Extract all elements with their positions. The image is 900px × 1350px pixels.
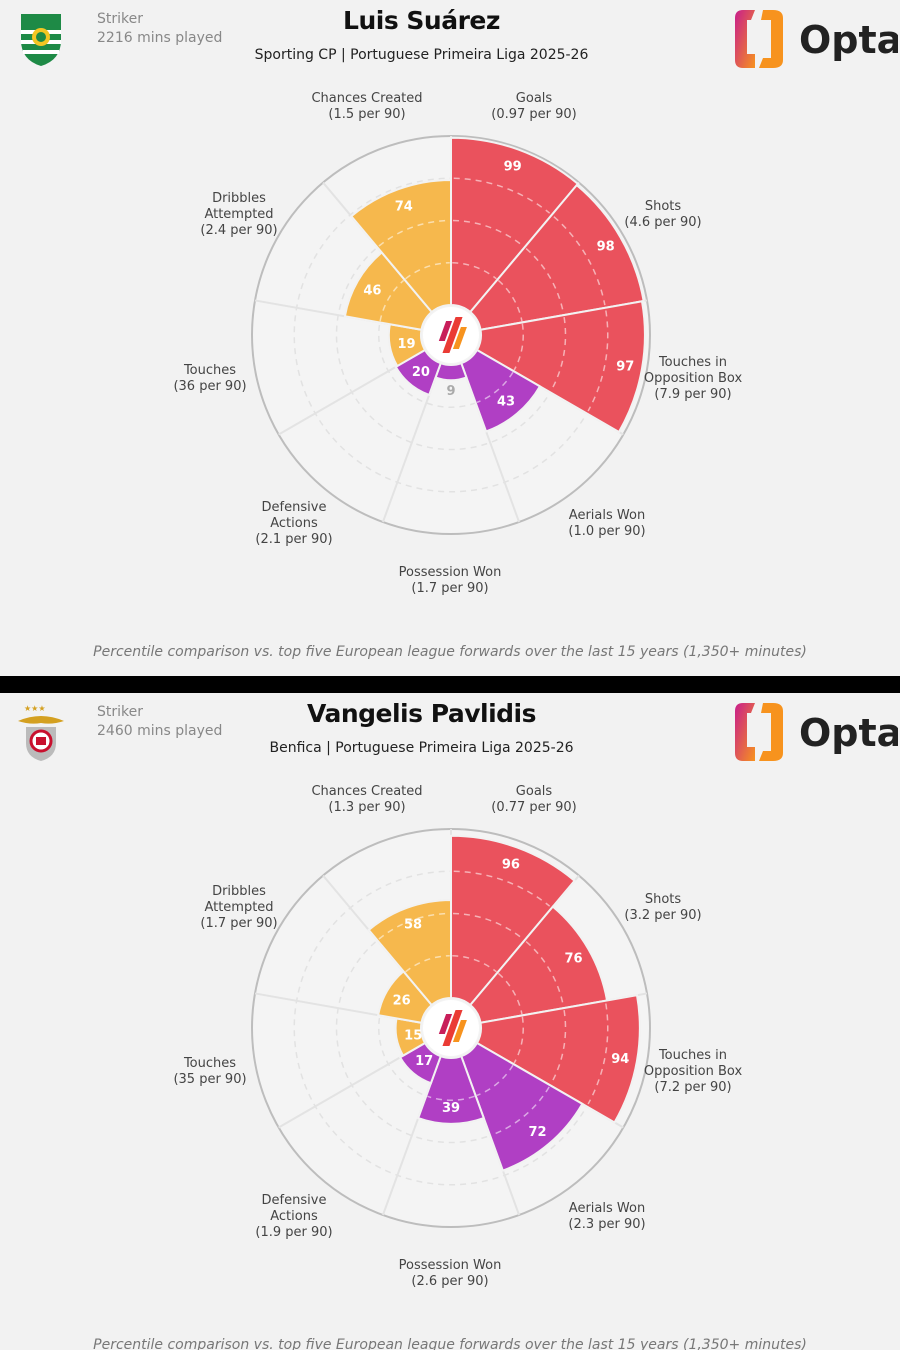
player-position: Striker xyxy=(97,704,143,720)
player-name: Luis Suárez xyxy=(343,6,500,35)
slice-grid-ring xyxy=(550,316,567,391)
footnote: Percentile comparison vs. top five Europ… xyxy=(93,1337,807,1350)
category-label: Defensive Actions (1.9 per 90) xyxy=(255,1193,332,1240)
value-label: 9 xyxy=(446,384,455,399)
value-label: 94 xyxy=(611,1052,629,1067)
center-logo-icon xyxy=(438,317,467,353)
slice-grid-ring xyxy=(587,310,609,412)
slice-grid-ring xyxy=(427,1095,475,1101)
value-label: 72 xyxy=(529,1125,547,1140)
category-label: Dribbles Attempted (2.4 per 90) xyxy=(200,191,277,238)
category-label: Chances Created (1.5 per 90) xyxy=(311,91,422,122)
slice-grid-ring xyxy=(405,262,450,280)
slice-grid-ring xyxy=(587,1003,609,1105)
player-meta: Striker 2216 mins played xyxy=(97,10,222,48)
category-label: Goals (0.97 per 90) xyxy=(491,91,577,122)
slice-grid-ring xyxy=(405,955,450,973)
slice-goals xyxy=(450,136,580,314)
player-position: Striker xyxy=(97,11,143,27)
slice-aerials-won xyxy=(459,348,542,433)
slice-grid-ring xyxy=(453,870,551,907)
slice-chances-created xyxy=(349,178,452,314)
slice-aerials-won xyxy=(459,1041,584,1172)
slice-grid-ring xyxy=(513,323,524,371)
club-league-subtitle: Benfica | Portuguese Primeira Liga 2025-… xyxy=(269,740,574,756)
slice-grid-ring xyxy=(476,371,514,404)
pizza-chart: 96 Goals (0.77 per 90) 76 Shots (3.2 per 90) 9… xyxy=(173,784,743,1289)
opta-logo: Opta xyxy=(735,10,898,68)
minutes-played: 2460 mins played xyxy=(97,723,223,739)
category-label: Touches (35 per 90) xyxy=(173,1056,246,1087)
category-label: Possession Won (2.6 per 90) xyxy=(399,1258,502,1289)
value-label: 26 xyxy=(393,994,411,1009)
category-label: Shots (4.6 per 90) xyxy=(624,199,701,230)
slice-grid-ring xyxy=(525,248,565,314)
value-label: 58 xyxy=(404,918,422,933)
slice-grid-ring xyxy=(452,219,524,247)
slice-shots xyxy=(468,183,645,331)
value-label: 97 xyxy=(616,360,634,375)
pizza-chart: 99 Goals (0.97 per 90) 98 Shots (4.6 per 90) 9… xyxy=(173,91,743,596)
category-label: Goals (0.77 per 90) xyxy=(491,784,577,815)
benfica-crest-icon: ★★★ xyxy=(18,704,64,761)
slice-shots xyxy=(468,905,609,1024)
category-label: Aerials Won (1.0 per 90) xyxy=(568,508,645,539)
value-label: 46 xyxy=(363,284,381,299)
opta-logo: Opta xyxy=(735,703,898,761)
minutes-played: 2216 mins played xyxy=(97,30,223,46)
club-league-subtitle: Sporting CP | Portuguese Primeira Liga 2… xyxy=(254,47,589,63)
player-meta: Striker 2460 mins played xyxy=(97,703,222,741)
slice-chances-created xyxy=(367,898,452,1007)
slice-grid-ring xyxy=(378,219,450,247)
slice-goals xyxy=(450,834,576,1007)
slice-grid-ring xyxy=(379,279,405,322)
slice-touches-in-opposition-box xyxy=(475,994,641,1124)
value-label: 74 xyxy=(395,199,413,214)
value-label: 39 xyxy=(442,1101,460,1116)
category-label: Touches (36 per 90) xyxy=(173,363,246,394)
slice-defensive-actions xyxy=(398,1041,443,1085)
category-label: Touches in Opposition Box (7.2 per 90) xyxy=(644,1048,743,1095)
value-label: 17 xyxy=(415,1054,433,1069)
player-card-suarez: 99 Goals (0.97 per 90) 98 Shots (4.6 per 90) 9… xyxy=(0,0,900,676)
player-name: Vangelis Pavlidis xyxy=(306,699,537,728)
slice-grid-ring xyxy=(513,1016,524,1064)
value-label: 98 xyxy=(597,240,615,255)
category-label: Defensive Actions (2.1 per 90) xyxy=(255,500,332,547)
slice-grid-ring xyxy=(378,912,450,940)
opta-logo-text: Opta xyxy=(799,18,898,62)
slice-grid-ring xyxy=(550,1009,567,1084)
value-label: 43 xyxy=(497,395,515,410)
divider-band xyxy=(0,676,900,693)
value-label: 76 xyxy=(564,951,582,966)
slice-grid-ring xyxy=(452,912,524,940)
value-label: 20 xyxy=(412,365,430,380)
category-label: Possession Won (1.7 per 90) xyxy=(399,565,502,596)
center-logo-icon xyxy=(438,1010,467,1046)
slice-grid-ring xyxy=(497,279,523,322)
value-label: 99 xyxy=(504,160,522,175)
category-label: Dribbles Attempted (1.7 per 90) xyxy=(200,884,277,931)
slice-grid-ring xyxy=(491,1086,550,1136)
category-label: Shots (3.2 per 90) xyxy=(624,892,701,923)
value-label: 19 xyxy=(398,337,416,352)
player-card-pavlidis: 96 Goals (0.77 per 90) 76 Shots (3.2 per 90) 9… xyxy=(0,693,900,1350)
slice-grid-ring xyxy=(525,941,565,1007)
value-label: 15 xyxy=(404,1029,422,1044)
opta-logo-text: Opta xyxy=(799,711,898,755)
slice-grid-ring xyxy=(497,972,523,1015)
category-label: Touches in Opposition Box (7.9 per 90) xyxy=(644,355,743,402)
slice-grid-ring xyxy=(553,216,606,306)
slice-grid-ring xyxy=(452,262,497,280)
category-label: Aerials Won (2.3 per 90) xyxy=(568,1201,645,1232)
slice-grid-ring xyxy=(452,955,497,973)
sporting-cp-crest-icon xyxy=(21,14,61,66)
footnote: Percentile comparison vs. top five Europ… xyxy=(93,644,807,660)
svg-text:★★★: ★★★ xyxy=(24,704,46,713)
slice-grid-ring xyxy=(453,177,551,214)
value-label: 96 xyxy=(502,857,520,872)
category-label: Chances Created (1.3 per 90) xyxy=(311,784,422,815)
slice-grid-ring xyxy=(476,1064,514,1097)
